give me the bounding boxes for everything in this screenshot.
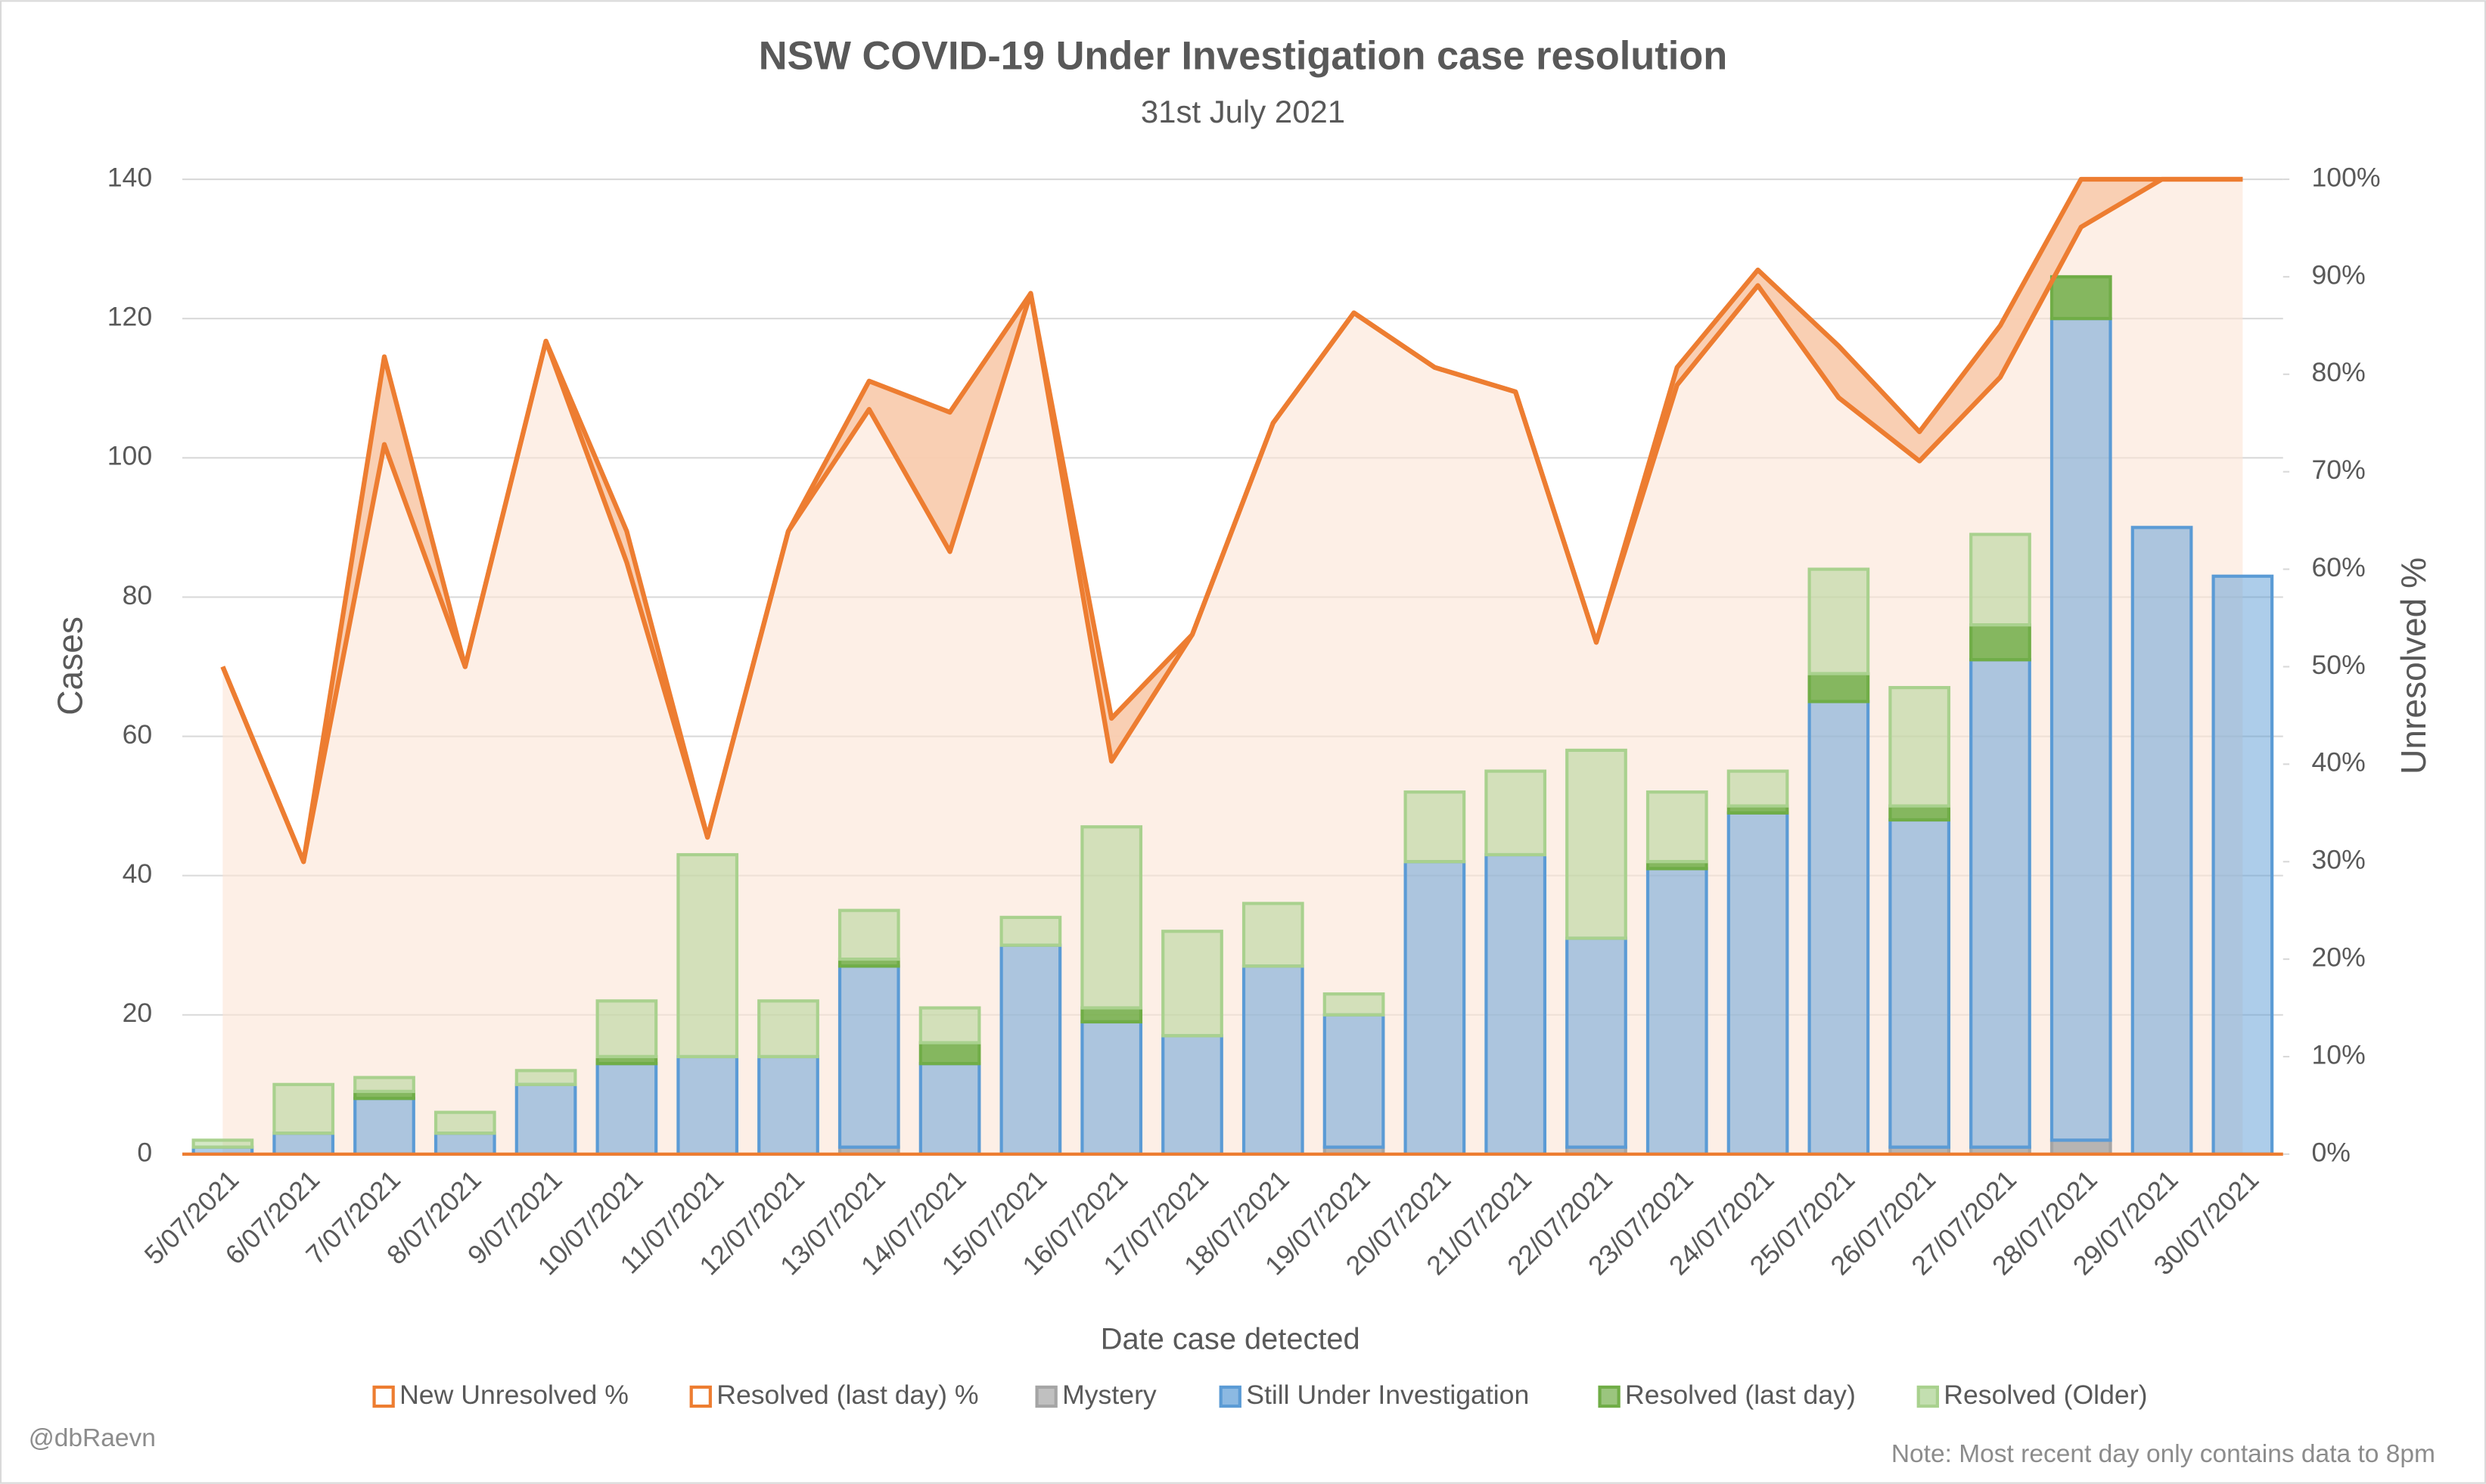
bar-segment: [999, 915, 1062, 947]
bar-segment: [918, 1062, 981, 1156]
legend-label: New Unresolved %: [399, 1380, 629, 1410]
y-tick-label: 0: [137, 1137, 152, 1167]
bar-segment: [2211, 574, 2274, 1156]
y2-tick-label: 80%: [2311, 357, 2365, 387]
bar-segment: [676, 1054, 739, 1156]
legend-swatch: [1219, 1385, 1241, 1408]
y2-tick-label: 40%: [2311, 747, 2365, 778]
legend-swatch: [1598, 1385, 1621, 1408]
bar-segment: [191, 1138, 254, 1149]
bar-segment: [1161, 930, 1223, 1038]
y2-tick-label: 60%: [2311, 552, 2365, 582]
y2-axis-label: Unresolved %: [2394, 557, 2433, 775]
bar-segment: [514, 1082, 577, 1156]
bar-segment: [1080, 1006, 1143, 1024]
x-axis-label: Date case detected: [1101, 1323, 1360, 1356]
bar-segment: [1241, 902, 1304, 968]
y2-tick-label: 90%: [2311, 259, 2365, 290]
y-tick-label: 140: [107, 162, 152, 192]
y-tick-label: 20: [123, 998, 153, 1028]
bar-segment: [272, 1132, 335, 1156]
legend-swatch: [372, 1385, 395, 1408]
y2-tick-label: 20%: [2311, 942, 2365, 973]
bar-segment: [1888, 804, 1951, 822]
bar-segment: [999, 943, 1062, 1156]
y2-tick-label: 50%: [2311, 650, 2365, 680]
y2-tick-label: 30%: [2311, 845, 2365, 875]
legend-swatch: [1035, 1385, 1058, 1408]
bar-segment: [1565, 748, 1627, 940]
bar-segment: [2130, 526, 2193, 1156]
bar-segment: [1888, 818, 1951, 1149]
y-tick-label: 80: [123, 580, 153, 610]
bar-segment: [2049, 275, 2112, 321]
bar-segment: [837, 908, 900, 961]
bar-segment: [837, 964, 900, 1149]
legend-label: Resolved (last day) %: [716, 1380, 978, 1410]
bar-segment: [1484, 769, 1547, 857]
bar-segment: [1080, 1020, 1143, 1156]
bar-segment: [1807, 672, 1870, 703]
bar-segment: [1322, 992, 1385, 1017]
bar-segment: [757, 999, 819, 1059]
y2-tick-label: 10%: [2311, 1039, 2365, 1070]
credit: @dbRaevn: [29, 1424, 156, 1452]
legend-label: Resolved (Older): [1944, 1380, 2147, 1410]
legend-swatch: [689, 1385, 712, 1408]
bar-segment: [2049, 1138, 2112, 1156]
bar-segment: [1645, 867, 1708, 1156]
bar-segment: [1322, 1013, 1385, 1149]
bar-segment: [433, 1110, 496, 1135]
y-tick-label: 100: [107, 441, 152, 471]
y-tick-label: 120: [107, 302, 152, 332]
bar-segment: [918, 1041, 981, 1066]
bar-segment: [2049, 317, 2112, 1142]
bar-segment: [1080, 825, 1143, 1010]
y-axis-label: Cases: [51, 616, 90, 716]
bar-segment: [918, 1006, 981, 1045]
bar-segment: [433, 1132, 496, 1156]
bar-segment: [676, 852, 739, 1059]
bar-segment: [1484, 852, 1547, 1156]
legend-label: Mystery: [1062, 1380, 1157, 1410]
bar-segment: [1645, 790, 1708, 864]
legend-label: Still Under Investigation: [1246, 1380, 1529, 1410]
legend-swatch: [1916, 1385, 1939, 1408]
footnote: Note: Most recent day only contains data…: [1891, 1440, 2435, 1468]
bar-segment: [595, 999, 658, 1059]
y2-tick-label: 70%: [2311, 455, 2365, 485]
bar-segment: [1565, 936, 1627, 1149]
y2-tick-label: 0%: [2311, 1137, 2350, 1167]
bar-segment: [1969, 532, 2031, 627]
y-tick-label: 40: [123, 858, 153, 889]
chart-subtitle: 31st July 2021: [1141, 94, 1345, 129]
bar-segment: [595, 1062, 658, 1156]
bar-segment: [272, 1082, 335, 1135]
line-series: [220, 176, 2243, 865]
legend-label: Resolved (last day): [1625, 1380, 1856, 1410]
bar-segment: [1969, 658, 2031, 1149]
chart-title: NSW COVID-19 Under Investigation case re…: [759, 35, 1728, 79]
bar-segment: [353, 1097, 415, 1156]
bar-segment: [1726, 811, 1789, 1156]
y-tick-label: 60: [123, 719, 153, 750]
bar-segment: [1969, 623, 2031, 662]
bar-segment: [1241, 964, 1304, 1156]
bar-segment: [1888, 685, 1951, 808]
bar-segment: [1403, 860, 1466, 1156]
bar-segment: [514, 1069, 577, 1086]
bar-segment: [1726, 769, 1789, 808]
y2-tick-label: 100%: [2311, 162, 2380, 192]
bar-segment: [1403, 790, 1466, 864]
bar-segment: [1161, 1034, 1223, 1156]
bar-segment: [353, 1076, 415, 1094]
bar-segment: [757, 1054, 819, 1156]
bar-segment: [1807, 567, 1870, 675]
bar-segment: [1807, 700, 1870, 1156]
